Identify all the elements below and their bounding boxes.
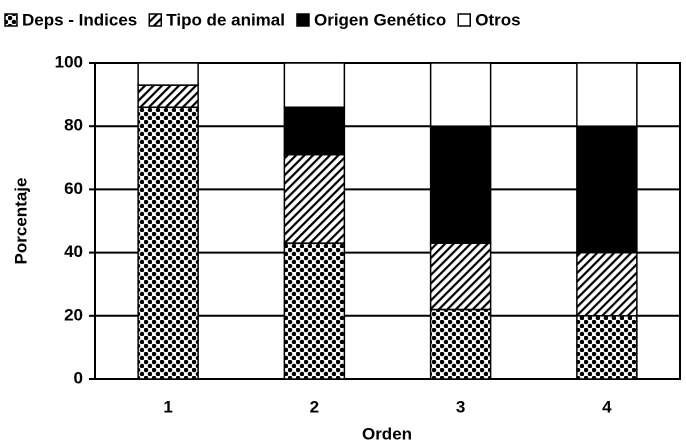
bar-segment [137, 62, 199, 86]
bar-segment [576, 251, 638, 317]
bar-segment [283, 153, 346, 244]
bar-segment [283, 106, 346, 156]
x-tick-label: 1 [163, 397, 172, 416]
legend-label: Tipo de animal [166, 10, 285, 29]
bar-segment [576, 125, 638, 254]
legend-label: Origen Genético [314, 10, 446, 29]
bar-segment [283, 62, 346, 108]
bar-segment [429, 308, 492, 380]
bar-segment [429, 62, 492, 127]
legend-swatch [4, 13, 18, 27]
bar-segment [576, 315, 638, 380]
legend-swatch [148, 13, 163, 27]
y-axis-title: Porcentaje [11, 178, 30, 265]
bar-segment [429, 125, 492, 244]
bar-segment [576, 62, 638, 127]
x-tick-label: 4 [602, 397, 612, 416]
legend-swatch [296, 13, 310, 27]
legend-label: Otros [475, 10, 520, 29]
bar-segment [429, 242, 492, 311]
y-tick-label: 20 [64, 305, 83, 324]
legend-label: Deps - Indices [22, 10, 137, 29]
bar-segment [137, 84, 199, 108]
x-tick-label: 2 [310, 397, 319, 416]
y-tick-label: 100 [55, 52, 83, 71]
legend-swatch [457, 13, 471, 27]
y-tick-label: 0 [74, 368, 83, 387]
bar-segment [283, 242, 346, 380]
x-axis-title: Orden [362, 424, 412, 443]
y-tick-label: 40 [64, 242, 83, 261]
y-tick-label: 80 [64, 116, 83, 135]
y-tick-label: 60 [64, 179, 83, 198]
x-tick-label: 3 [456, 397, 465, 416]
bar-segment [137, 106, 199, 380]
